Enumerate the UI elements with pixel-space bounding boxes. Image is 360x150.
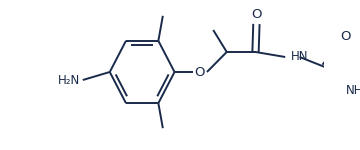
Text: H₂N: H₂N [58,74,80,87]
Text: O: O [194,66,205,78]
Text: O: O [251,8,262,21]
Text: HN: HN [291,51,308,63]
Text: NH: NH [346,84,360,98]
Text: O: O [340,30,351,44]
